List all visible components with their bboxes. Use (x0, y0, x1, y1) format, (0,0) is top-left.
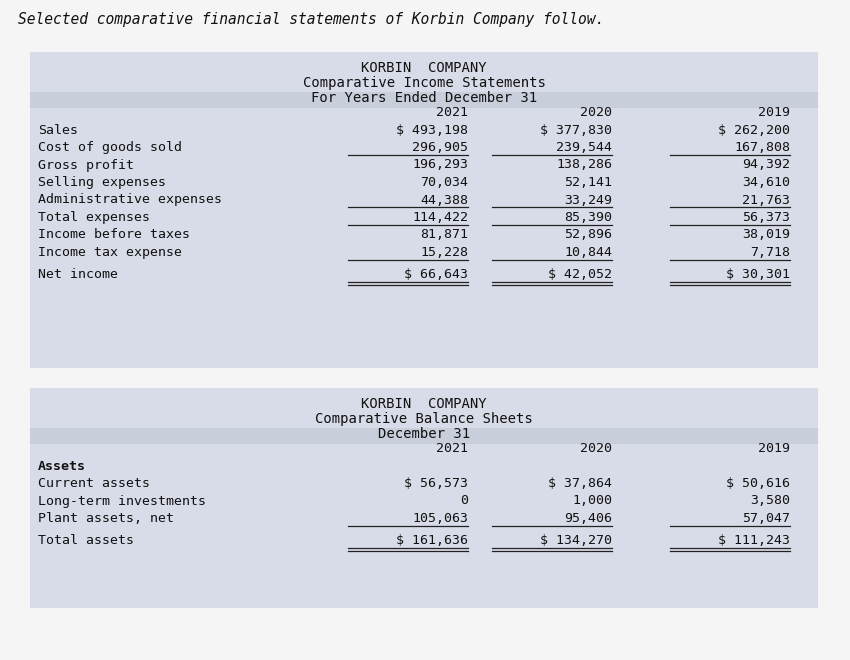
Text: Assets: Assets (38, 459, 86, 473)
Text: 2020: 2020 (580, 442, 612, 455)
Text: 114,422: 114,422 (412, 211, 468, 224)
Text: 7,718: 7,718 (750, 246, 790, 259)
Text: Long-term investments: Long-term investments (38, 494, 206, 508)
Text: 2019: 2019 (758, 106, 790, 119)
Text: Income before taxes: Income before taxes (38, 228, 190, 242)
Text: 95,406: 95,406 (564, 512, 612, 525)
Text: Current assets: Current assets (38, 477, 150, 490)
Text: 21,763: 21,763 (742, 193, 790, 207)
Text: 0: 0 (460, 494, 468, 508)
Text: 167,808: 167,808 (734, 141, 790, 154)
Text: December 31: December 31 (378, 427, 470, 441)
Text: 44,388: 44,388 (420, 193, 468, 207)
Text: $ 262,200: $ 262,200 (718, 123, 790, 137)
Text: $ 493,198: $ 493,198 (396, 123, 468, 137)
Text: Gross profit: Gross profit (38, 158, 134, 172)
Text: $ 56,573: $ 56,573 (404, 477, 468, 490)
Text: For Years Ended December 31: For Years Ended December 31 (311, 91, 537, 105)
Text: Sales: Sales (38, 123, 78, 137)
Bar (30, 92, 818, 108)
Text: Total assets: Total assets (38, 535, 134, 548)
Text: 52,141: 52,141 (564, 176, 612, 189)
Text: 10,844: 10,844 (564, 246, 612, 259)
Text: 81,871: 81,871 (420, 228, 468, 242)
Text: $ 66,643: $ 66,643 (404, 269, 468, 282)
Text: Administrative expenses: Administrative expenses (38, 193, 222, 207)
Text: 239,544: 239,544 (556, 141, 612, 154)
Text: Cost of goods sold: Cost of goods sold (38, 141, 182, 154)
Text: 15,228: 15,228 (420, 246, 468, 259)
Text: 52,896: 52,896 (564, 228, 612, 242)
Text: 34,610: 34,610 (742, 176, 790, 189)
Text: $ 134,270: $ 134,270 (540, 535, 612, 548)
Text: 105,063: 105,063 (412, 512, 468, 525)
Text: 138,286: 138,286 (556, 158, 612, 172)
Text: 70,034: 70,034 (420, 176, 468, 189)
Bar (30, 428, 818, 444)
Bar (30, 52, 818, 368)
Text: Plant assets, net: Plant assets, net (38, 512, 174, 525)
Text: $ 377,830: $ 377,830 (540, 123, 612, 137)
Text: 85,390: 85,390 (564, 211, 612, 224)
Text: 1,000: 1,000 (572, 494, 612, 508)
Text: 2019: 2019 (758, 442, 790, 455)
Text: $ 37,864: $ 37,864 (548, 477, 612, 490)
Text: 56,373: 56,373 (742, 211, 790, 224)
Text: Selected comparative financial statements of Korbin Company follow.: Selected comparative financial statement… (18, 12, 604, 27)
Text: $ 111,243: $ 111,243 (718, 535, 790, 548)
Text: 38,019: 38,019 (742, 228, 790, 242)
Text: 196,293: 196,293 (412, 158, 468, 172)
Text: 2021: 2021 (436, 106, 468, 119)
Text: $ 50,616: $ 50,616 (726, 477, 790, 490)
Text: $ 161,636: $ 161,636 (396, 535, 468, 548)
Text: 57,047: 57,047 (742, 512, 790, 525)
Text: Comparative Income Statements: Comparative Income Statements (303, 76, 546, 90)
Text: Selling expenses: Selling expenses (38, 176, 166, 189)
Bar (30, 388, 818, 608)
Text: 296,905: 296,905 (412, 141, 468, 154)
Text: 3,580: 3,580 (750, 494, 790, 508)
Text: 94,392: 94,392 (742, 158, 790, 172)
Text: Income tax expense: Income tax expense (38, 246, 182, 259)
Text: Comparative Balance Sheets: Comparative Balance Sheets (315, 412, 533, 426)
Text: KORBIN  COMPANY: KORBIN COMPANY (361, 61, 487, 75)
Text: KORBIN  COMPANY: KORBIN COMPANY (361, 397, 487, 411)
Text: 2020: 2020 (580, 106, 612, 119)
Text: 2021: 2021 (436, 442, 468, 455)
Text: Net income: Net income (38, 269, 118, 282)
Text: $ 42,052: $ 42,052 (548, 269, 612, 282)
Text: 33,249: 33,249 (564, 193, 612, 207)
Text: $ 30,301: $ 30,301 (726, 269, 790, 282)
Text: Total expenses: Total expenses (38, 211, 150, 224)
